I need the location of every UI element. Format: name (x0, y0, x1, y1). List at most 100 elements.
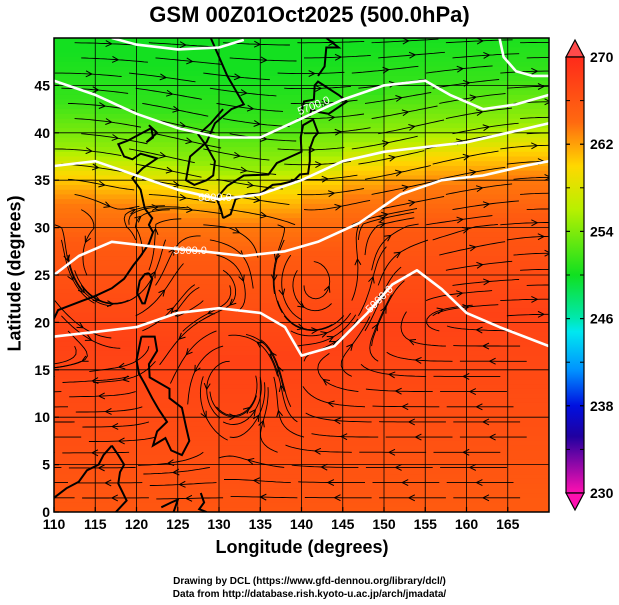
fill-cell (136, 246, 179, 252)
fill-cell (384, 474, 426, 480)
fill-cell (342, 379, 385, 385)
fill-cell (219, 393, 261, 399)
fill-cell (54, 165, 96, 172)
fill-cell (301, 336, 344, 342)
fill-cell (507, 56, 549, 63)
fill-cell (95, 474, 138, 480)
fill-cell (425, 137, 468, 143)
x-tick-label: 110 (43, 516, 66, 532)
fill-cell (260, 440, 303, 447)
fill-cell (219, 336, 261, 342)
fill-cell (95, 260, 138, 267)
fill-cell (466, 265, 509, 271)
fill-cell (342, 440, 385, 447)
fill-cell (54, 303, 96, 309)
fill-cell (507, 440, 549, 447)
fill-cell (507, 170, 549, 177)
fill-cell (384, 118, 426, 124)
fill-cell (384, 47, 426, 53)
fill-cell (95, 227, 138, 233)
x-tick-label: 150 (372, 516, 396, 532)
streamline (281, 254, 303, 321)
fill-cell (384, 336, 426, 342)
fill-cell (425, 94, 468, 101)
fill-cell (54, 184, 96, 191)
streamline (378, 196, 445, 211)
fill-cell (260, 402, 303, 409)
fill-cell (260, 350, 303, 357)
fill-cell (507, 256, 549, 262)
fill-cell (466, 42, 509, 49)
fill-cell (507, 232, 549, 238)
fill-cell (507, 180, 549, 186)
fill-cell (384, 270, 426, 276)
fill-cell (301, 322, 344, 328)
fill-cell (466, 260, 509, 267)
fill-cell (177, 303, 220, 309)
fill-cell (384, 156, 426, 162)
fill-cell (95, 284, 138, 290)
streamline (291, 464, 359, 468)
fill-cell (95, 38, 138, 44)
fill-cell (95, 350, 138, 357)
fill-cell (54, 61, 96, 68)
fill-cell (136, 66, 179, 72)
fill-cell (136, 298, 179, 305)
coastline (54, 124, 160, 320)
streamline-arrow (77, 285, 85, 293)
fill-cell (177, 360, 220, 366)
fill-cell (136, 393, 179, 399)
streamline-arrow (456, 65, 464, 73)
fill-cell (136, 208, 179, 214)
fill-cell (425, 265, 468, 271)
fill-cell (219, 161, 261, 167)
fill-cell (95, 388, 138, 395)
streamline (209, 163, 277, 175)
fill-cell (301, 327, 344, 333)
fill-cell (384, 459, 426, 466)
fill-cell (219, 388, 261, 395)
streamline (351, 225, 360, 301)
fill-cell (425, 270, 468, 276)
fill-cell (219, 417, 261, 423)
fill-cell (136, 71, 179, 77)
fill-cell (342, 180, 385, 186)
fill-cell (95, 346, 138, 352)
fill-cell (342, 208, 385, 214)
fill-cell (95, 279, 138, 286)
streamline (297, 188, 364, 196)
fill-cell (301, 270, 344, 276)
fill-cell (507, 379, 549, 385)
fill-cell (425, 341, 468, 347)
fill-cell (466, 426, 509, 433)
streamline (202, 269, 237, 320)
fill-cell (219, 75, 261, 82)
fill-cell (507, 293, 549, 300)
fill-cell (54, 66, 96, 72)
fill-cell (384, 360, 426, 366)
fill-cell (136, 213, 179, 219)
fill-cell (136, 42, 179, 49)
fill-cell (54, 227, 96, 233)
streamline-arrow (179, 41, 187, 49)
fill-cell (54, 398, 96, 404)
streamline (426, 215, 493, 226)
streamline (80, 285, 141, 305)
contour-line (54, 269, 549, 357)
coastline (135, 335, 191, 457)
streamline (426, 65, 493, 74)
streamline-arrow (253, 196, 261, 204)
fill-cell (507, 417, 549, 423)
fill-cell (301, 38, 344, 44)
fill-cell (507, 142, 549, 148)
fill-cell (466, 246, 509, 252)
streamline (260, 339, 292, 407)
fill-cell (177, 483, 220, 489)
fill-cell (54, 246, 96, 252)
fill-cell (260, 265, 303, 271)
streamline-arrow (314, 447, 322, 455)
fill-cell (219, 355, 261, 361)
fill-cell (177, 317, 220, 323)
fill-cell (136, 61, 179, 68)
streamline (229, 57, 297, 62)
